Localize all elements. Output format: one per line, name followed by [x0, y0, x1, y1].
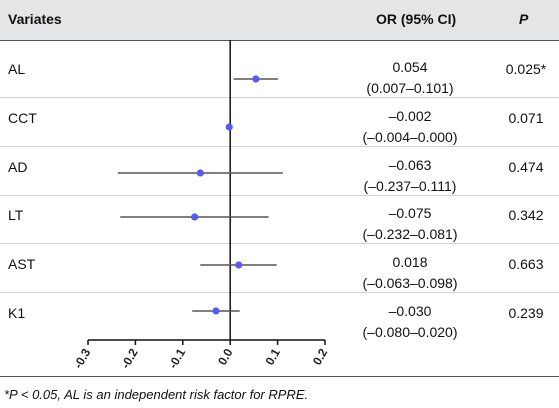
p-value: 0.474	[508, 159, 544, 175]
or-ci-cell: –0.030 (–0.080–0.020)	[330, 301, 490, 343]
or-ci-cell: –0.075 (–0.232–0.081)	[330, 203, 490, 245]
or-ci-cell: –0.002 (–0.004–0.000)	[330, 106, 490, 148]
or-value: –0.075	[388, 205, 432, 221]
row-label-ast: AST	[8, 256, 36, 272]
estimate-point-ad	[196, 169, 204, 177]
or-value: 0.018	[392, 254, 428, 270]
or-value: 0.054	[392, 59, 428, 75]
p-value: 0.071	[508, 110, 544, 126]
or-ci-cell: 0.018 (–0.063–0.098)	[330, 252, 490, 294]
estimate-point-cct	[225, 123, 233, 131]
ci-value: (–0.004–0.000)	[362, 129, 458, 145]
p-value: 0.342	[508, 207, 544, 223]
header-or-ci: OR (95% CI)	[376, 11, 457, 27]
ci-value: (–0.063–0.098)	[362, 275, 458, 291]
p-value: 0.025*	[505, 61, 547, 77]
row-divider	[0, 97, 559, 98]
header-variates: Variates	[8, 11, 62, 27]
x-tick-label: 0.1	[262, 346, 283, 368]
row-divider	[0, 292, 559, 293]
x-tick-label: -0.3	[71, 346, 94, 371]
table-bottom-rule	[0, 376, 559, 377]
estimate-point-k1	[212, 307, 220, 315]
row-label-cct: CCT	[8, 110, 37, 126]
x-tick-label: -0.2	[118, 346, 141, 371]
or-ci-cell: 0.054 (0.007–0.101)	[330, 57, 490, 99]
x-tick-label: -0.1	[166, 346, 189, 371]
or-value: –0.063	[388, 157, 432, 173]
or-value: –0.030	[388, 303, 432, 319]
x-tick-label: 0.0	[215, 346, 236, 368]
or-value: –0.002	[388, 108, 432, 124]
row-divider	[0, 146, 559, 147]
row-divider	[0, 195, 559, 196]
ci-value: (0.007–0.101)	[366, 80, 454, 96]
estimate-point-ast	[235, 261, 243, 269]
ci-value: (–0.080–0.020)	[362, 324, 458, 340]
row-label-k1: K1	[8, 305, 26, 321]
x-tick-label: 0.2	[310, 346, 331, 368]
row-divider	[0, 243, 559, 244]
estimate-point-al	[252, 75, 260, 83]
or-ci-cell: –0.063 (–0.237–0.111)	[330, 155, 490, 197]
header-p: P	[519, 11, 529, 27]
p-value: 0.663	[508, 256, 544, 272]
p-value: 0.239	[508, 305, 544, 321]
row-label-ad: AD	[8, 159, 28, 175]
header-divider	[0, 40, 559, 41]
footnote: *P < 0.05, AL is an independent risk fac…	[4, 387, 309, 402]
ci-value: (–0.237–0.111)	[363, 178, 457, 194]
row-label-lt: LT	[8, 207, 24, 223]
table-header-band	[0, 0, 559, 40]
ci-value: (–0.232–0.081)	[362, 226, 458, 242]
estimate-point-lt	[191, 213, 199, 221]
row-label-al: AL	[8, 61, 26, 77]
